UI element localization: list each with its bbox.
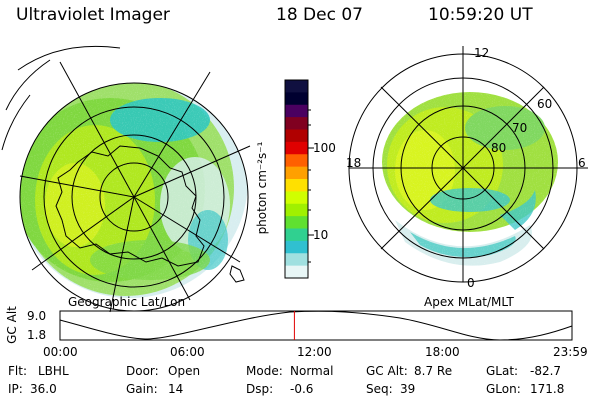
- image-date: 18 Dec 07: [276, 5, 363, 25]
- gcalt-label: GC Alt:: [366, 364, 408, 378]
- mlt-label-12: 12: [474, 46, 490, 60]
- mode-value: Normal: [290, 364, 334, 378]
- mlt-label-0: 0: [467, 276, 475, 290]
- altitude-curve: [59, 310, 573, 341]
- mlt-label-6: 6: [578, 156, 586, 170]
- continent-outline: [55, 145, 205, 267]
- magnetic-polar-panel: [348, 46, 588, 283]
- altitude-xtick-2359: 23:59: [553, 345, 588, 359]
- colorbar-band: [285, 141, 308, 155]
- door-label: Door:: [126, 364, 159, 378]
- glon-label: GLon:: [486, 382, 521, 396]
- glat-value: -82.7: [530, 364, 562, 378]
- gain-label: Gain:: [126, 382, 158, 396]
- gcalt-value: 8.7 Re: [414, 364, 453, 378]
- image-time: 10:59:20 UT: [428, 5, 533, 25]
- altitude-xtick-1200: 12:00: [297, 345, 332, 359]
- instrument-title: Ultraviolet Imager: [16, 5, 170, 25]
- colorbar-band: [285, 216, 308, 230]
- mlt-label-18: 18: [346, 156, 362, 170]
- colorbar-band: [285, 166, 308, 180]
- dsp-value: -0.6: [290, 382, 314, 396]
- altitude-ytick-low: 1.8: [27, 328, 47, 342]
- mlat-label-80: 80: [491, 141, 507, 155]
- altitude-xtick-1800: 18:00: [425, 345, 460, 359]
- colorbar-tick-100: 100: [313, 141, 336, 155]
- altitude-ylabel: GC Alt: [5, 306, 19, 344]
- geographic-caption: Geographic Lat/Lon: [68, 295, 186, 309]
- colorbar-band: [285, 117, 308, 131]
- colorbar-band: [285, 240, 308, 254]
- geographic-map-panel: [1, 45, 251, 313]
- door-value: Open: [168, 364, 201, 378]
- seq-label: Seq:: [366, 382, 393, 396]
- altitude-xtick-0000: 00:00: [43, 345, 78, 359]
- magnetic-caption: Apex MLat/MLT: [424, 295, 514, 309]
- colorbar-band: [285, 191, 308, 205]
- colorbar-band: [285, 228, 308, 242]
- mlat-label-70: 70: [512, 121, 528, 135]
- colorbar-tick-10: 10: [313, 228, 329, 242]
- colorbar-unit-label: photon cm⁻²s⁻¹: [255, 141, 269, 235]
- colorbar-band: [285, 253, 308, 267]
- colorbar-band: [285, 129, 308, 143]
- colorbar-band: [285, 80, 308, 93]
- glat-label: GLat:: [486, 364, 519, 378]
- dsp-label: Dsp:: [246, 382, 274, 396]
- glon-value: 171.8: [530, 382, 565, 396]
- mode-label: Mode:: [246, 364, 283, 378]
- altitude-ytick-high: 9.0: [27, 309, 47, 323]
- geographic-auroral-image: [20, 83, 248, 311]
- ip-label: IP:: [8, 382, 23, 396]
- colorbar-band: [285, 265, 308, 279]
- altitude-plot-frame: [59, 310, 573, 341]
- colorbar-band: [285, 104, 308, 118]
- colorbar-band: [285, 203, 308, 217]
- ip-value: 36.0: [30, 382, 57, 396]
- altitude-plot: [59, 310, 573, 341]
- flt-value: LBHL: [38, 364, 69, 378]
- colorbar-band: [285, 92, 308, 106]
- intensity-colorbar: [285, 80, 308, 279]
- altitude-xtick-0600: 06:00: [170, 345, 205, 359]
- gain-value: 14: [168, 382, 184, 396]
- mlat-label-60: 60: [537, 97, 553, 111]
- seq-value: 39: [400, 382, 416, 396]
- colorbar-ticks: [284, 79, 314, 279]
- flt-label: Flt:: [8, 364, 27, 378]
- colorbar-band: [285, 154, 308, 168]
- colorbar-band: [285, 179, 308, 192]
